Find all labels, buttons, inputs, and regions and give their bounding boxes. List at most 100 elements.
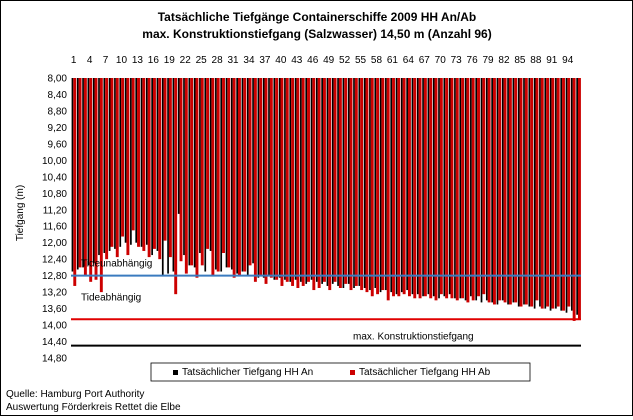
bar-hh-an — [555, 78, 557, 309]
bar-hh-an — [114, 78, 116, 249]
bar-hh-an — [177, 78, 180, 214]
bar-hh-an — [130, 78, 132, 245]
x-tick-label: 16 — [148, 55, 160, 66]
bar-hh-ab — [429, 78, 433, 299]
y-tick-label: 14,00 — [42, 321, 67, 332]
source-line-2: Auswertung Förderkreis Rettet die Elbe — [6, 402, 181, 413]
bar-hh-an — [151, 78, 153, 256]
bar-hh-ab — [519, 78, 523, 307]
bar-hh-an — [294, 78, 297, 280]
bar-hh-an — [390, 78, 393, 293]
bar-hh-ab — [445, 78, 449, 299]
bar-hh-an — [204, 78, 207, 272]
y-axis-title: Tiefgang (m) — [15, 185, 26, 241]
bar-hh-an — [246, 78, 249, 276]
bar-hh-ab — [471, 78, 475, 301]
bar-hh-an — [315, 78, 318, 282]
bar-hh-ab — [551, 78, 555, 309]
bar-hh-ab — [142, 78, 146, 251]
x-tick-label: 19 — [164, 55, 176, 66]
bar-hh-ab — [402, 78, 406, 295]
bar-hh-ab — [105, 78, 109, 260]
bar-hh-an — [76, 78, 79, 270]
bar-hh-ab — [291, 78, 295, 286]
bar-hh-ab — [466, 78, 470, 303]
y-tick-label: 13,60 — [42, 304, 67, 315]
bar-hh-ab — [163, 78, 167, 241]
bar-hh-ab — [413, 78, 417, 299]
y-tick-label: 8,40 — [48, 90, 68, 101]
bar-hh-ab — [264, 78, 268, 284]
bar-hh-ab — [110, 78, 114, 247]
bar-hh-an — [496, 78, 499, 305]
bar-hh-an — [161, 78, 164, 276]
legend-swatch-an — [173, 370, 178, 375]
y-tick-label: 13,20 — [42, 288, 67, 299]
bar-hh-an — [98, 78, 100, 256]
bar-hh-ab — [344, 78, 348, 284]
bar-hh-an — [236, 78, 238, 274]
x-tick-label: 34 — [243, 55, 255, 66]
bar-hh-an — [411, 78, 414, 295]
bar-hh-an — [108, 78, 111, 251]
bar-hh-ab — [397, 78, 401, 297]
bar-hh-ab — [386, 78, 390, 301]
bar-hh-an — [374, 78, 377, 288]
bar-hh-an — [331, 78, 334, 284]
bar-hh-ab — [78, 78, 82, 268]
bar-hh-ab — [269, 78, 273, 278]
bar-hh-ab — [280, 78, 284, 286]
bar-hh-ab — [514, 78, 518, 303]
x-tick-label: 40 — [275, 55, 287, 66]
bar-hh-ab — [248, 78, 252, 266]
bar-hh-ab — [137, 78, 140, 247]
bar-hh-an — [156, 78, 159, 251]
bar-hh-ab — [259, 78, 263, 276]
bar-hh-ab — [89, 78, 93, 282]
y-tick-label: 10,40 — [42, 172, 67, 183]
bar-hh-ab — [179, 78, 183, 262]
bar-hh-an — [321, 78, 323, 284]
y-tick-label: 12,00 — [42, 238, 67, 249]
bar-hh-an — [385, 78, 387, 291]
bar-hh-ab — [365, 78, 369, 293]
bar-hh-ab — [206, 78, 210, 249]
bar-hh-ab — [312, 78, 316, 291]
bar-hh-ab — [487, 78, 491, 303]
bar-hh-ab — [577, 78, 581, 319]
reference-lines: Tideunabhängig Tideabhängig max. Konstrukt… — [71, 259, 581, 347]
bar-hh-ab — [482, 78, 486, 295]
bar-hh-an — [310, 78, 313, 280]
bar-hh-ab — [439, 78, 443, 295]
bar-hh-an — [347, 78, 350, 284]
y-tick-label: 12,80 — [42, 271, 67, 282]
bar-hh-ab — [168, 78, 172, 258]
y-tick-label: 12,40 — [42, 255, 67, 266]
bar-hh-an — [395, 78, 398, 295]
bar-hh-an — [252, 78, 254, 264]
x-tick-label: 73 — [451, 55, 463, 66]
bar-hh-ab — [572, 78, 576, 321]
bar-hh-ab — [498, 78, 502, 301]
bar-hh-ab — [349, 78, 353, 291]
bar-hh-an — [406, 78, 408, 291]
bar-hh-an — [268, 78, 270, 276]
bar-hh-an — [124, 78, 127, 243]
bar-hh-an — [241, 78, 244, 272]
bar-hh-an — [257, 78, 260, 278]
bar-hh-ab — [370, 78, 374, 297]
bar-hh-ab — [200, 78, 204, 266]
bar-hh-ab — [232, 78, 236, 278]
bar-hh-ab — [147, 78, 151, 258]
x-tick-label: 28 — [212, 55, 224, 66]
y-tick-label: 9,60 — [48, 139, 68, 150]
y-tick-label: 9,20 — [48, 123, 68, 134]
bar-hh-an — [400, 78, 403, 293]
bar-hh-an — [353, 78, 355, 288]
bar-hh-ab — [546, 78, 550, 307]
x-tick-label: 67 — [419, 55, 431, 66]
legend-label-ab: Tatsächlicher Tiefgang HH Ab — [359, 367, 491, 378]
y-tick-label: 8,00 — [48, 74, 68, 85]
bar-hh-an — [565, 78, 568, 313]
bar-hh-an — [103, 78, 106, 253]
